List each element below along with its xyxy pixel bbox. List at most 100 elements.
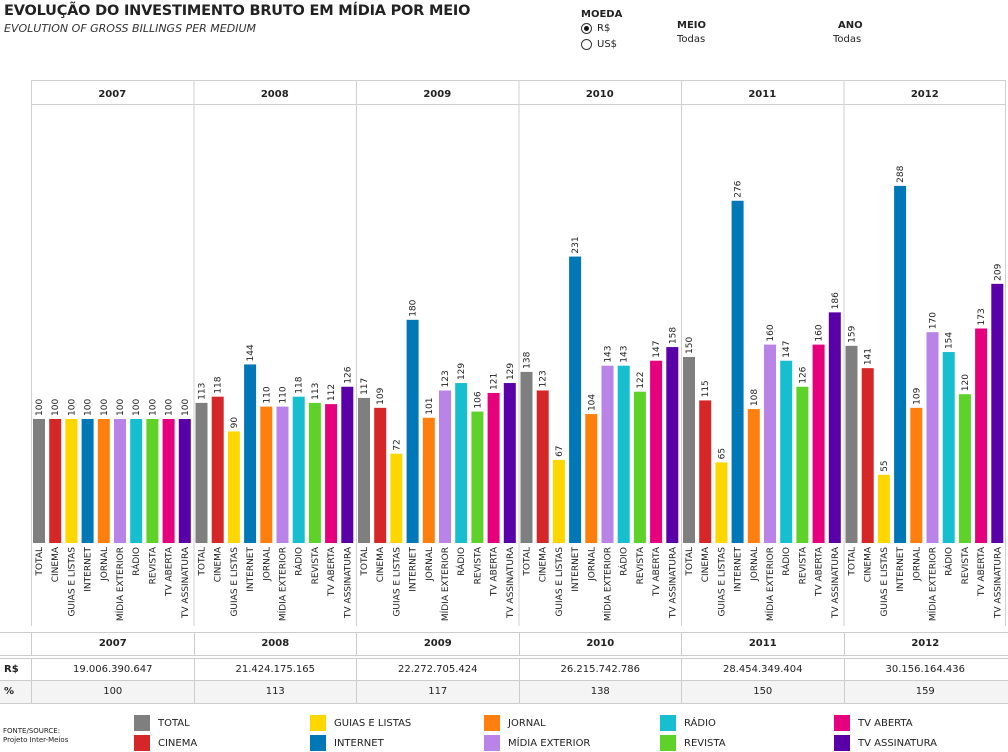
bar-value-label: 209 <box>993 263 1003 280</box>
bar[interactable] <box>910 407 923 543</box>
bar[interactable] <box>33 419 45 543</box>
bar[interactable] <box>390 453 403 543</box>
legend-item[interactable]: GUIAS E LISTAS <box>310 715 411 731</box>
bar[interactable] <box>958 394 971 543</box>
legend-item[interactable]: TV ABERTA <box>834 715 913 731</box>
bar[interactable] <box>503 383 516 543</box>
legend-item[interactable]: REVISTA <box>660 735 726 751</box>
bar[interactable] <box>569 256 582 543</box>
bar[interactable] <box>552 459 565 543</box>
bar-value-label: 186 <box>831 292 841 309</box>
bar[interactable] <box>49 419 62 543</box>
bar[interactable] <box>796 386 809 543</box>
legend-item[interactable]: MÍDIA EXTERIOR <box>484 735 590 751</box>
bar[interactable] <box>244 364 257 543</box>
category-tick-label: JORNAL <box>750 547 760 582</box>
bar[interactable] <box>861 368 874 543</box>
bar[interactable] <box>114 419 126 543</box>
bar[interactable] <box>683 357 695 543</box>
bar[interactable] <box>877 474 890 543</box>
bar[interactable] <box>650 360 663 543</box>
summary-brl-cell: 21.424.175.165 <box>193 659 357 681</box>
bar[interactable] <box>374 407 387 543</box>
year-header: 2011 <box>748 89 776 100</box>
bar[interactable] <box>178 419 191 543</box>
bar[interactable] <box>601 365 614 543</box>
category-tick-label: TV ABERTA <box>815 546 825 597</box>
source-note: FONTE/SOURCE: Projeto Inter-Meios <box>3 727 68 745</box>
bar[interactable] <box>358 397 370 543</box>
bar[interactable] <box>747 409 760 543</box>
bar[interactable] <box>162 419 175 543</box>
bar[interactable] <box>422 417 435 543</box>
legend-item[interactable]: INTERNET <box>310 735 384 751</box>
bar[interactable] <box>585 414 598 543</box>
bar[interactable] <box>536 390 549 543</box>
category-tick-label: TV ABERTA <box>977 546 987 597</box>
bar[interactable] <box>812 344 825 543</box>
bar[interactable] <box>617 365 630 543</box>
bar[interactable] <box>845 345 858 543</box>
bar[interactable] <box>633 391 646 543</box>
bar[interactable] <box>308 402 321 543</box>
bar-value-label: 120 <box>961 374 971 391</box>
legend-item[interactable]: CINEMA <box>134 735 197 751</box>
bar-value-label: 118 <box>295 376 305 393</box>
legend-item[interactable]: RÁDIO <box>660 715 716 731</box>
bar[interactable] <box>65 419 78 543</box>
bar-value-label: 126 <box>798 366 808 383</box>
bar[interactable] <box>991 283 1004 543</box>
bar[interactable] <box>146 419 159 543</box>
bar[interactable] <box>195 402 208 543</box>
bar[interactable] <box>341 386 354 543</box>
bar[interactable] <box>699 400 712 543</box>
bar-value-label: 65 <box>717 448 727 459</box>
bar[interactable] <box>828 312 841 543</box>
bar[interactable] <box>325 404 338 543</box>
bar[interactable] <box>276 406 289 543</box>
legend-label: REVISTA <box>684 737 726 749</box>
year-filter-label: ANO <box>838 20 863 31</box>
currency-option-brl[interactable]: R$ <box>581 23 610 34</box>
bar[interactable] <box>455 383 468 543</box>
bar[interactable] <box>975 328 988 543</box>
bar[interactable] <box>666 347 679 543</box>
category-tick-label: JORNAL <box>100 547 110 582</box>
bar[interactable] <box>130 419 143 543</box>
legend-swatch <box>484 735 500 751</box>
bar-value-label: 113 <box>311 383 321 400</box>
category-tick-label: JORNAL <box>912 547 922 582</box>
bar[interactable] <box>471 411 484 543</box>
bar[interactable] <box>764 344 776 543</box>
bar[interactable] <box>715 462 728 543</box>
bar[interactable] <box>520 371 533 543</box>
category-tick-label: TOTAL <box>198 547 208 577</box>
bar[interactable] <box>292 396 305 543</box>
bar[interactable] <box>260 406 273 543</box>
bar[interactable] <box>731 200 744 543</box>
bar[interactable] <box>926 332 939 543</box>
summary-year-row: 2007 2008 2009 2010 2011 2012 <box>0 632 1008 656</box>
category-tick-label: CINEMA <box>214 546 224 582</box>
summary-year-cell: 2012 <box>843 633 1007 655</box>
legend-item[interactable]: JORNAL <box>484 715 546 731</box>
bar[interactable] <box>81 419 94 543</box>
legend-swatch <box>134 735 150 751</box>
bar[interactable] <box>487 392 500 543</box>
bar-value-label: 129 <box>457 363 467 380</box>
bar[interactable] <box>211 396 224 543</box>
bar[interactable] <box>942 352 955 543</box>
bar[interactable] <box>97 419 110 543</box>
bar[interactable] <box>439 390 451 543</box>
legend-item[interactable]: TOTAL <box>134 715 190 731</box>
bar-value-label: 109 <box>376 387 386 404</box>
bar[interactable] <box>227 431 240 543</box>
category-tick-label: MÍDIA EXTERIOR <box>277 547 289 621</box>
legend-item[interactable]: TV ASSINATURA <box>834 735 937 751</box>
currency-option-usd[interactable]: US$ <box>581 39 617 50</box>
bar[interactable] <box>780 360 793 543</box>
bar-value-label: 118 <box>214 376 224 393</box>
bar[interactable] <box>894 185 907 543</box>
bar[interactable] <box>406 319 419 543</box>
category-tick-label: GUIAS E LISTAS <box>555 547 565 617</box>
